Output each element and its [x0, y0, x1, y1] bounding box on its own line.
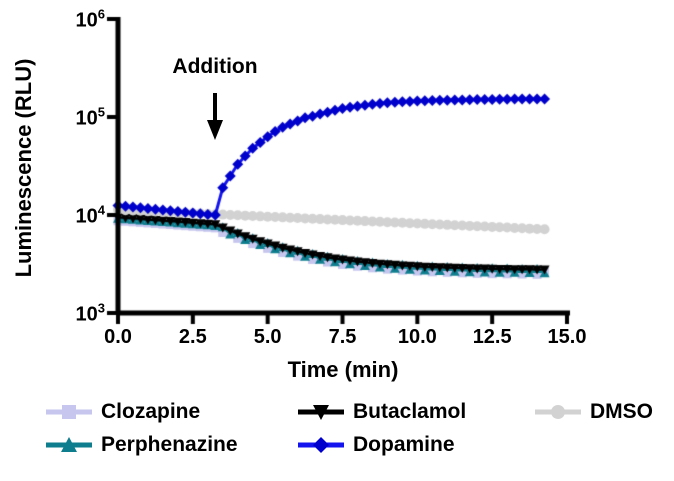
legend-label: Butaclamol: [353, 400, 467, 423]
x-tick-label: 15.0: [547, 326, 587, 348]
chart-plot-area: [0, 0, 674, 400]
x-axis-label: Time (min): [287, 357, 399, 382]
legend: Clozapine Butaclamol DMSO Perphenazine D…: [46, 400, 653, 456]
clozapine-square-marker-icon: [46, 405, 92, 419]
addition-annotation: Addition: [172, 55, 258, 78]
y-tick-label: 103: [75, 300, 105, 326]
legend-item-dmso: DMSO: [535, 400, 653, 423]
legend-label: Perphenazine: [101, 433, 238, 456]
dopamine-diamond-marker-icon: [298, 437, 344, 453]
x-tick-label: 7.5: [328, 326, 357, 348]
x-tick-label: 12.5: [472, 326, 512, 348]
x-tick-label: 5.0: [253, 326, 282, 348]
y-tick-label: 104: [75, 202, 105, 228]
butaclamol-triangle-marker-icon: [298, 405, 344, 420]
legend-item-dopamine: Dopamine: [298, 433, 535, 456]
y-axis-label: Luminescence (RLU): [11, 58, 36, 278]
y-tick-label: 106: [75, 6, 105, 32]
legend-label: DMSO: [590, 400, 653, 423]
addition-arrow-icon: [207, 93, 223, 140]
x-tick-label: 0.0: [104, 326, 132, 348]
perphenazine-triangle-marker-icon: [46, 437, 92, 452]
legend-item-perphenazine: Perphenazine: [46, 433, 298, 456]
legend-item-clozapine: Clozapine: [46, 400, 298, 423]
legend-item-butaclamol: Butaclamol: [298, 400, 535, 423]
x-tick-label: 2.5: [178, 326, 207, 348]
legend-label: Clozapine: [101, 400, 201, 423]
y-tick-label: 105: [75, 104, 105, 130]
dmso-circle-marker-icon: [535, 405, 581, 419]
x-tick-label: 10.0: [397, 326, 437, 348]
legend-label: Dopamine: [353, 433, 455, 456]
